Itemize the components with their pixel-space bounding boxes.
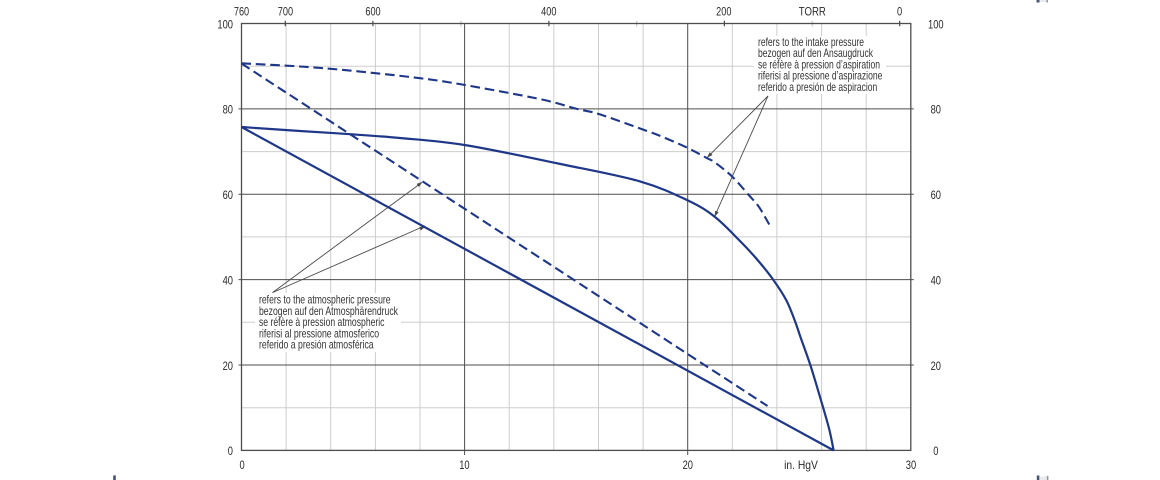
svg-text:20: 20 bbox=[931, 359, 942, 373]
svg-text:400: 400 bbox=[541, 5, 557, 19]
svg-text:referido a presión atmosférica: referido a presión atmosférica bbox=[259, 339, 374, 352]
svg-text:0: 0 bbox=[897, 5, 902, 19]
svg-text:200: 200 bbox=[716, 5, 732, 19]
svg-text:referido a presión de aspiraci: referido a presión de aspiracion bbox=[758, 81, 877, 94]
svg-text:20: 20 bbox=[223, 359, 234, 373]
svg-text:refers to the atmospheric pres: refers to the atmospheric pressure bbox=[259, 294, 391, 307]
svg-text:10: 10 bbox=[459, 458, 470, 472]
svg-text:se réfère à pression atmospher: se réfère à pression atmospheric bbox=[259, 316, 385, 329]
svg-text:100: 100 bbox=[928, 17, 944, 31]
svg-text:TORR: TORR bbox=[799, 5, 826, 19]
svg-text:riferisi al pressione d’aspira: riferisi al pressione d’aspirazione bbox=[758, 70, 882, 83]
svg-text:refers to the intake pressure: refers to the intake pressure bbox=[758, 36, 864, 49]
svg-text:100: 100 bbox=[217, 17, 233, 31]
svg-text:80: 80 bbox=[223, 103, 234, 117]
svg-text:bezogen auf den Atmosphärendru: bezogen auf den Atmosphärendruck bbox=[259, 305, 398, 318]
svg-text:30: 30 bbox=[906, 458, 917, 472]
svg-text:in. HgV: in. HgV bbox=[784, 458, 818, 472]
svg-text:60: 60 bbox=[223, 188, 234, 202]
svg-text:0: 0 bbox=[228, 444, 233, 458]
svg-text:40: 40 bbox=[223, 273, 234, 287]
svg-text:40: 40 bbox=[931, 273, 942, 287]
svg-text:20: 20 bbox=[683, 458, 694, 472]
svg-text:760: 760 bbox=[234, 5, 250, 19]
svg-text:60: 60 bbox=[931, 188, 942, 202]
svg-text:0: 0 bbox=[933, 444, 938, 458]
svg-text:700: 700 bbox=[278, 5, 294, 19]
svg-text:bezogen auf den Ansaugdruck: bezogen auf den Ansaugdruck bbox=[758, 47, 873, 60]
svg-text:riferisi al pressione atmosfer: riferisi al pressione atmosferico bbox=[259, 327, 379, 340]
svg-text:80: 80 bbox=[931, 103, 942, 117]
svg-text:se réfère à pression d’aspirat: se réfère à pression d’aspiration bbox=[758, 58, 880, 71]
svg-text:600: 600 bbox=[365, 5, 381, 19]
svg-text:0: 0 bbox=[240, 458, 245, 472]
